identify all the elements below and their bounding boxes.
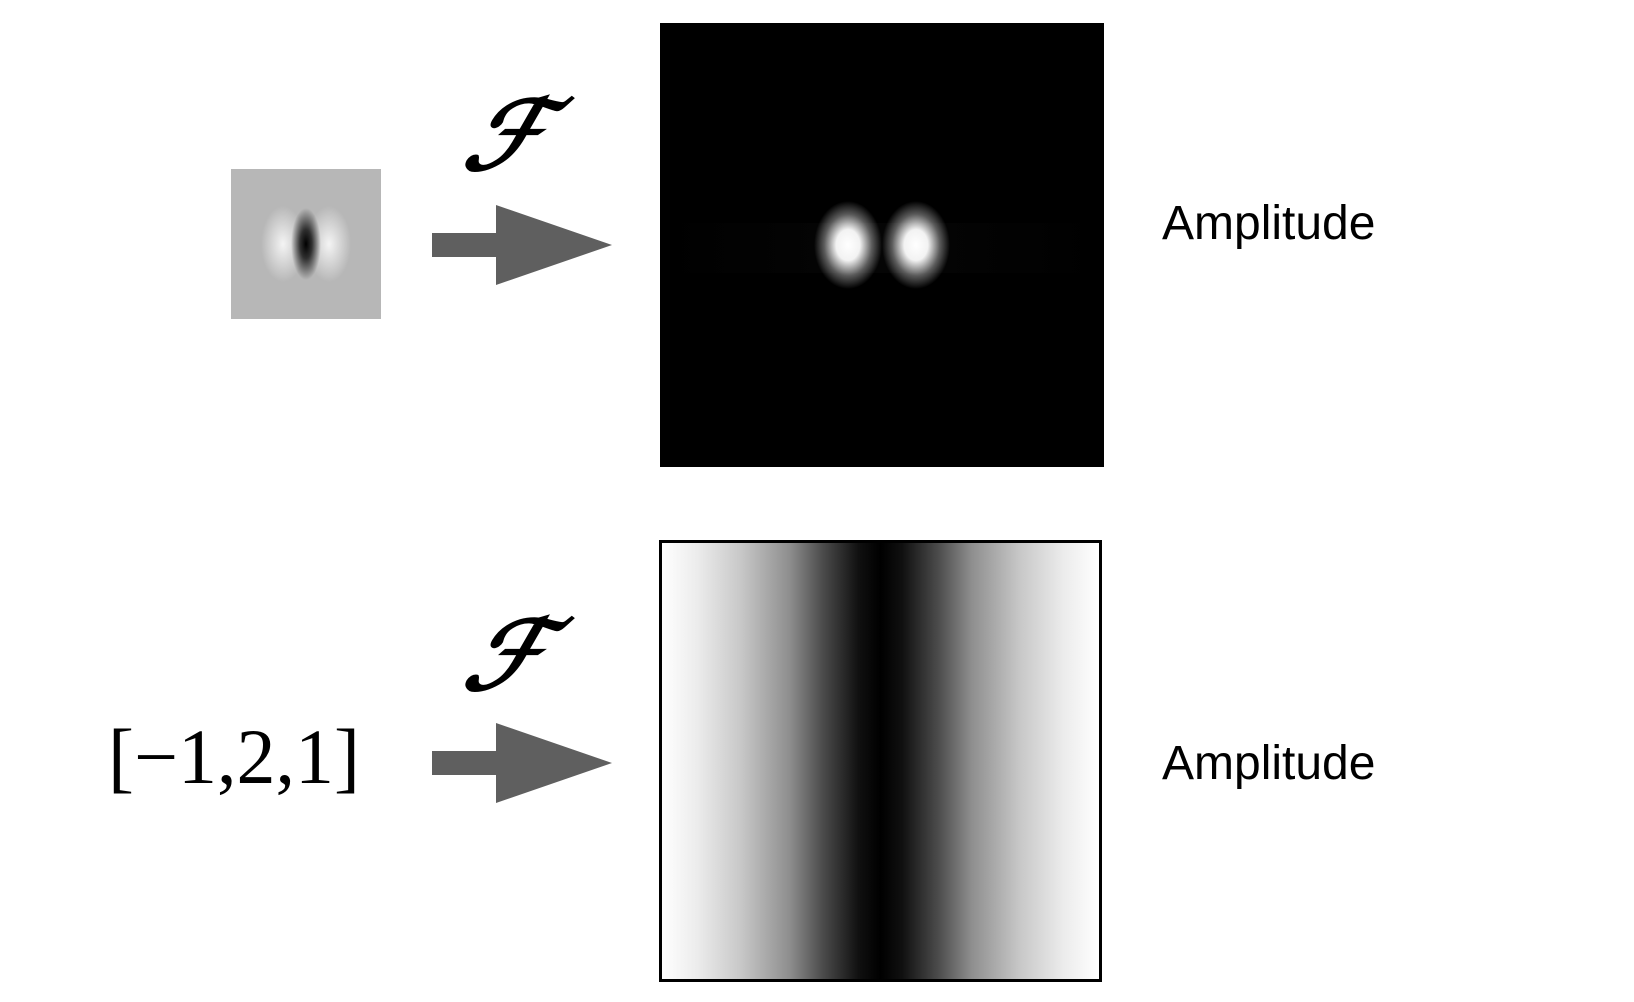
fourier-symbol-top: ℱ (451, 79, 564, 192)
filter-dark-center (231, 169, 381, 319)
amplitude-spectrum-top (660, 23, 1104, 467)
right-arrow-icon (432, 723, 612, 803)
amplitude-label-bottom: Amplitude (1162, 737, 1376, 790)
kernel-vector: [−1,2,1] (108, 713, 360, 800)
fourier-symbol-bottom: ℱ (451, 599, 564, 712)
amplitude-spectrum-bottom (659, 540, 1102, 982)
right-arrow-icon (432, 205, 612, 285)
gabor-filter-image (231, 169, 381, 319)
amplitude-label-top: Amplitude (1162, 197, 1376, 250)
